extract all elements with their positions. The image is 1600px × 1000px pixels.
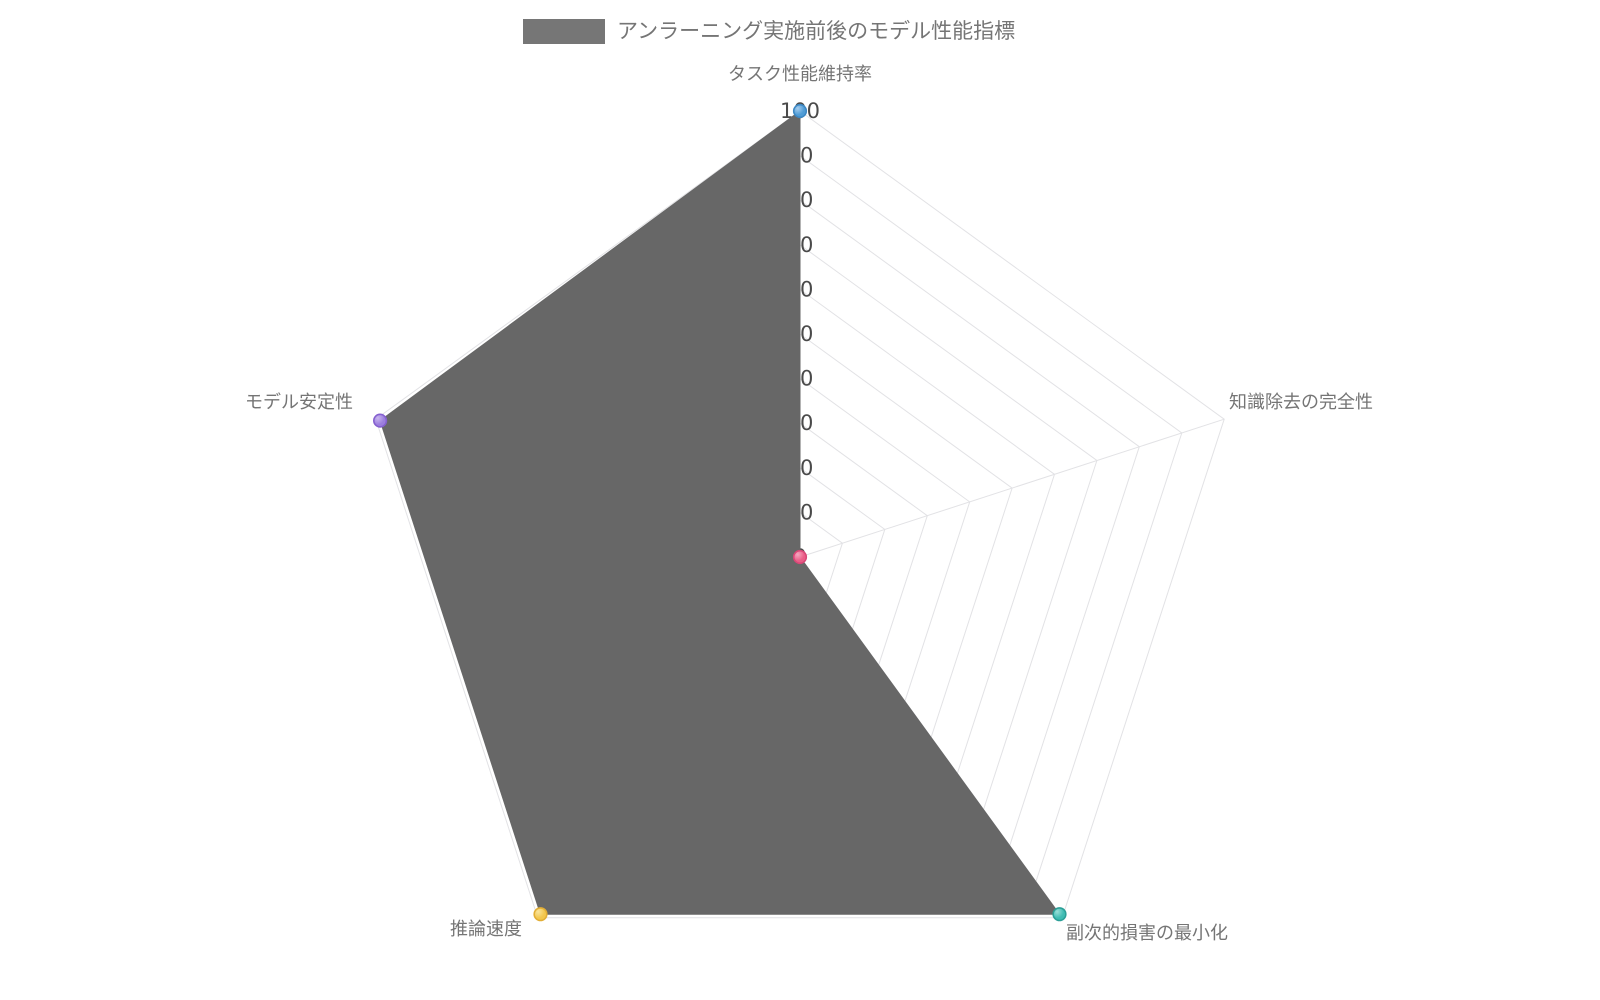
axis-label-2: 副次的損害の最小化 bbox=[1066, 923, 1228, 943]
grid-ring-10 bbox=[375, 110, 1225, 919]
data-point-marker-1 bbox=[792, 549, 808, 565]
axis-label-4: モデル安定性 bbox=[245, 392, 353, 412]
axis-label-0: タスク性能維持率 bbox=[728, 64, 872, 84]
legend-label: アンラーニング実施前後のモデル性能指標 bbox=[617, 20, 1016, 43]
radar-series-polygon bbox=[379, 110, 1061, 915]
legend-swatch bbox=[523, 19, 605, 44]
data-point-marker-2 bbox=[1052, 907, 1067, 922]
data-point-marker-4 bbox=[373, 413, 388, 428]
grid-spoke-1 bbox=[799, 418, 1225, 558]
axis-label-1: 知識除去の完全性 bbox=[1229, 392, 1373, 412]
data-point-marker-3 bbox=[533, 907, 548, 922]
chart-legend[interactable]: アンラーニング実施前後のモデル性能指標 bbox=[523, 18, 1015, 45]
axis-label-3: 推論速度 bbox=[450, 919, 522, 939]
data-point-marker-0 bbox=[792, 103, 808, 119]
